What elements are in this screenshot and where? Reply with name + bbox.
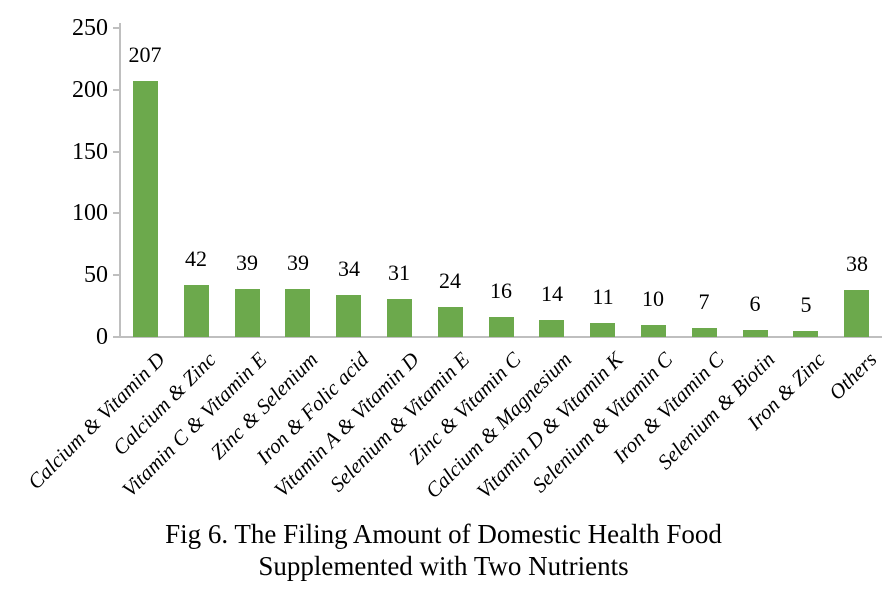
y-axis-label: 50 (84, 262, 108, 289)
y-axis-label: 100 (72, 200, 108, 227)
bar-value-label: 24 (439, 268, 461, 293)
y-axis-tick (113, 336, 120, 338)
bar-value-label: 11 (592, 284, 614, 309)
y-axis-label: 0 (96, 324, 108, 350)
bar (438, 307, 463, 337)
chart-title-line-1: Fig 6. The Filing Amount of Domestic Hea… (165, 519, 722, 549)
bar-value-label: 34 (338, 256, 360, 281)
y-axis-label: 150 (72, 138, 108, 165)
y-axis-tick (113, 27, 120, 29)
x-axis-category-label: Others (823, 347, 882, 405)
bar (336, 295, 361, 337)
bar (133, 81, 158, 337)
bar (743, 330, 768, 337)
chart-title: Fig 6. The Filing Amount of Domestic Hea… (0, 518, 887, 582)
bar-value-label: 207 (128, 42, 162, 67)
bar (641, 325, 666, 337)
bar-value-label: 39 (236, 250, 258, 275)
bar-value-label: 39 (287, 250, 309, 275)
bar-value-label: 38 (846, 251, 868, 276)
bar (692, 328, 717, 337)
bar-value-label: 10 (642, 286, 664, 311)
bar-value-label: 6 (749, 291, 761, 316)
bar (590, 323, 615, 337)
bar (844, 290, 869, 337)
y-axis-line (119, 23, 121, 337)
bar (285, 289, 310, 337)
bar (539, 320, 564, 337)
bar-value-label: 7 (698, 289, 710, 314)
x-axis-line (120, 336, 882, 338)
bar-value-label: 5 (800, 292, 812, 317)
bar (184, 285, 209, 337)
y-axis-tick (113, 150, 120, 153)
y-axis-label: 200 (72, 76, 108, 103)
y-axis-tick (113, 212, 120, 215)
bar-value-label: 42 (185, 246, 207, 271)
y-axis-tick (113, 274, 120, 277)
bar-value-label: 14 (541, 281, 563, 306)
bar-value-label: 16 (490, 278, 512, 303)
chart-title-line-2: Supplemented with Two Nutrients (258, 551, 629, 581)
bar (235, 289, 260, 337)
bar (489, 317, 514, 337)
y-axis-label: 250 (72, 15, 108, 41)
bar (793, 331, 818, 337)
bar (387, 299, 412, 337)
y-axis-tick (113, 88, 120, 91)
bar-value-label: 31 (388, 260, 410, 285)
